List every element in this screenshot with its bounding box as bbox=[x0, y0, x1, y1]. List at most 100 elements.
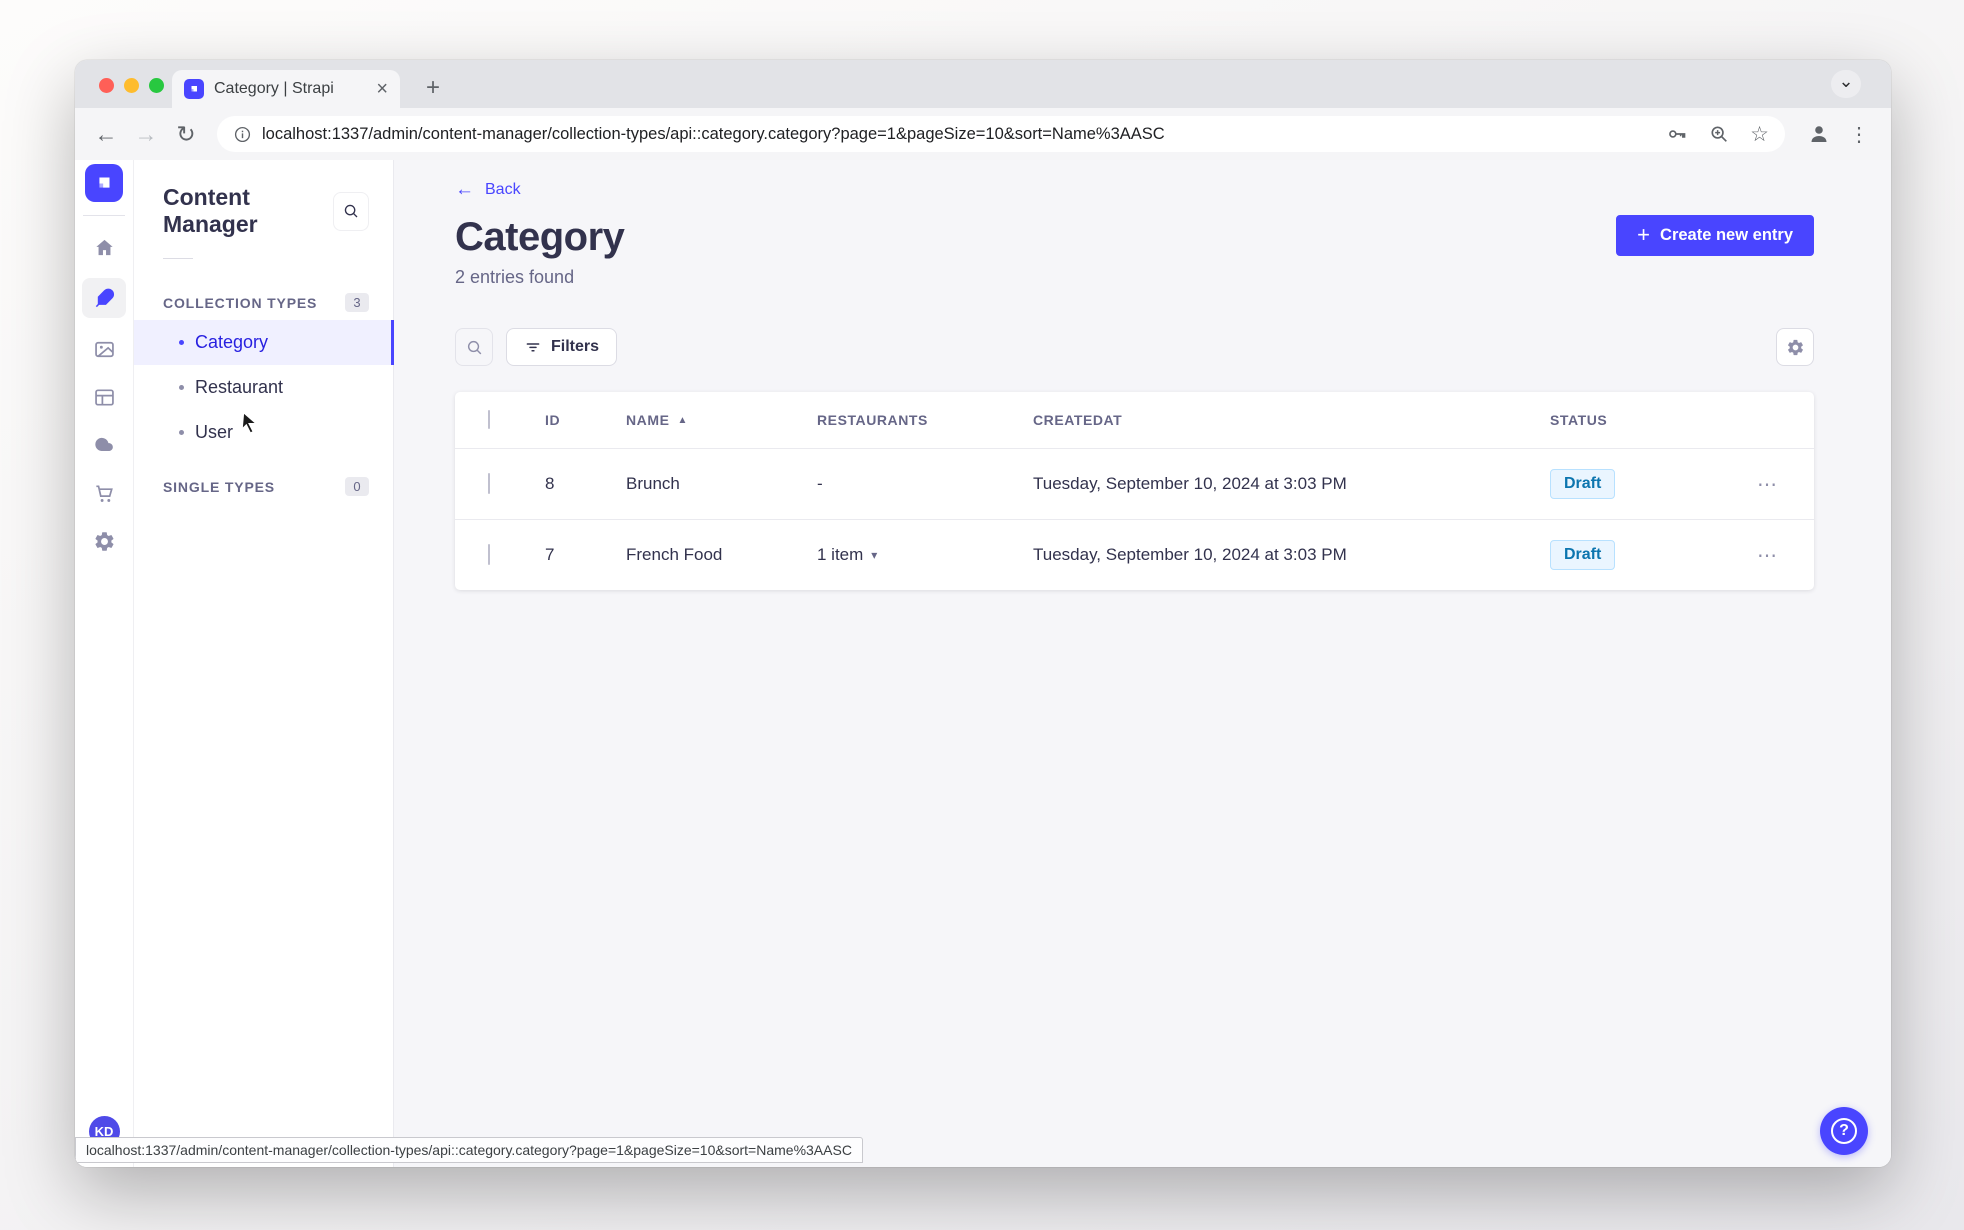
bookmark-star-icon[interactable]: ☆ bbox=[1750, 122, 1769, 146]
column-header-name[interactable]: NAME ▲ bbox=[626, 412, 688, 428]
password-key-icon[interactable] bbox=[1666, 123, 1688, 145]
nav-home-icon[interactable] bbox=[82, 230, 126, 264]
status-badge: Draft bbox=[1550, 469, 1616, 499]
tab-strip: Category | Strapi × + ⌄ bbox=[75, 60, 1891, 108]
section-collection-types: COLLECTION TYPES 3 bbox=[134, 285, 393, 320]
minimize-window-button[interactable] bbox=[124, 78, 139, 93]
cell-id: 7 bbox=[545, 545, 555, 564]
profile-avatar-icon[interactable] bbox=[1807, 122, 1831, 146]
section-count-badge: 3 bbox=[345, 293, 369, 312]
browser-tab[interactable]: Category | Strapi × bbox=[172, 70, 400, 108]
plus-icon: + bbox=[1637, 221, 1651, 247]
status-badge: Draft bbox=[1550, 540, 1616, 570]
cell-createdat: Tuesday, September 10, 2024 at 3:03 PM bbox=[1033, 474, 1347, 493]
browser-menu-icon[interactable]: ⋮ bbox=[1849, 123, 1869, 146]
row-actions-icon[interactable]: ⋯ bbox=[1757, 544, 1779, 567]
sidebar-item-restaurant[interactable]: Restaurant bbox=[134, 365, 393, 410]
column-header-id[interactable]: ID bbox=[545, 412, 561, 428]
site-info-icon[interactable] bbox=[233, 125, 252, 144]
entries-count: 2 entries found bbox=[455, 267, 575, 287]
traffic-lights bbox=[99, 78, 164, 93]
browser-back-button[interactable]: ← bbox=[94, 120, 118, 147]
sidebar-item-category[interactable]: Category bbox=[134, 320, 394, 365]
arrow-left-icon: ← bbox=[455, 179, 474, 200]
sidebar-item-label: Restaurant bbox=[195, 377, 284, 397]
subnav-divider bbox=[163, 258, 193, 259]
browser-window: Category | Strapi × + ⌄ ← → ↻ localhost:… bbox=[75, 60, 1891, 1167]
bullet-icon bbox=[179, 385, 184, 390]
strapi-logo-icon[interactable] bbox=[85, 164, 123, 202]
section-label: COLLECTION TYPES bbox=[163, 294, 318, 311]
cell-name: French Food bbox=[626, 545, 723, 564]
section-single-types: SINGLE TYPES 0 bbox=[134, 469, 393, 504]
close-window-button[interactable] bbox=[99, 78, 114, 93]
gear-icon bbox=[1787, 339, 1803, 355]
tab-search-chevron-icon[interactable]: ⌄ bbox=[1831, 70, 1861, 98]
filter-icon bbox=[526, 343, 540, 352]
tab-title: Category | Strapi bbox=[214, 80, 334, 97]
back-label: Back bbox=[485, 180, 521, 198]
bullet-icon bbox=[179, 340, 184, 345]
create-button-label: Create new entry bbox=[1660, 226, 1793, 244]
chevron-down-icon: ▾ bbox=[871, 548, 878, 562]
column-header-status[interactable]: STATUS bbox=[1550, 412, 1608, 428]
nav-content-manager-icon[interactable] bbox=[82, 278, 126, 318]
select-all-checkbox[interactable] bbox=[488, 410, 490, 429]
filter-row: Filters bbox=[455, 328, 1814, 366]
help-button[interactable]: ? bbox=[1820, 1107, 1868, 1155]
create-new-entry-button[interactable]: + Create new entry bbox=[1616, 215, 1814, 256]
question-icon: ? bbox=[1831, 1118, 1857, 1144]
sidebar-item-label: Category bbox=[195, 332, 269, 352]
table-settings-button[interactable] bbox=[1776, 328, 1814, 366]
cell-restaurants: - bbox=[817, 474, 823, 493]
filters-button[interactable]: Filters bbox=[506, 328, 618, 366]
back-link[interactable]: ← Back bbox=[455, 180, 521, 199]
subnav-search-button[interactable] bbox=[333, 191, 369, 231]
zoom-page-icon[interactable] bbox=[1708, 123, 1730, 145]
nav-settings-gear-icon[interactable] bbox=[82, 524, 126, 558]
filters-label: Filters bbox=[551, 338, 600, 355]
restaurants-dropdown[interactable]: 1 item ▾ bbox=[817, 545, 1033, 565]
column-header-createdat[interactable]: CREATEDAT bbox=[1033, 412, 1123, 428]
nav-marketplace-icon[interactable] bbox=[82, 476, 126, 510]
close-tab-icon[interactable]: × bbox=[376, 78, 388, 100]
nav-deploy-cloud-icon[interactable] bbox=[82, 428, 126, 462]
fullscreen-window-button[interactable] bbox=[149, 78, 164, 93]
page-title: Category bbox=[455, 215, 625, 259]
url-bar[interactable]: localhost:1337/admin/content-manager/col… bbox=[217, 116, 1785, 152]
url-text[interactable]: localhost:1337/admin/content-manager/col… bbox=[262, 124, 1165, 143]
cell-name: Brunch bbox=[626, 474, 680, 493]
main-content: ← Back Category + Create new entry 2 ent… bbox=[394, 160, 1891, 1167]
row-checkbox[interactable] bbox=[488, 473, 490, 494]
rail-divider bbox=[83, 215, 125, 216]
strapi-admin-page: KD Content Manager COLLECTION TYPES 3 Ca… bbox=[75, 160, 1891, 1167]
table-search-button[interactable] bbox=[455, 328, 493, 366]
column-header-restaurants[interactable]: RESTAURANTS bbox=[817, 412, 928, 428]
strapi-favicon-icon bbox=[184, 79, 204, 99]
sidebar-item-label: User bbox=[195, 422, 234, 442]
nav-content-type-builder-icon[interactable] bbox=[82, 380, 126, 414]
new-tab-button[interactable]: + bbox=[425, 74, 440, 101]
table-row[interactable]: 7 French Food 1 item ▾ Tuesday, Septembe… bbox=[455, 519, 1814, 590]
browser-toolbar: ← → ↻ localhost:1337/admin/content-manag… bbox=[75, 108, 1891, 160]
table-header-row: ID NAME ▲ RESTAURANTS CREATEDAT STATUS bbox=[455, 392, 1814, 448]
row-checkbox[interactable] bbox=[488, 544, 490, 565]
status-bar-link-preview: localhost:1337/admin/content-manager/col… bbox=[75, 1137, 863, 1163]
sort-ascending-icon: ▲ bbox=[677, 414, 688, 426]
toolbar-right: ⋮ bbox=[1801, 122, 1875, 147]
cell-createdat: Tuesday, September 10, 2024 at 3:03 PM bbox=[1033, 545, 1347, 564]
browser-reload-button[interactable]: ↻ bbox=[176, 120, 196, 147]
row-actions-icon[interactable]: ⋯ bbox=[1757, 473, 1779, 496]
entries-table: ID NAME ▲ RESTAURANTS CREATEDAT STATUS 8… bbox=[455, 392, 1814, 590]
nav-rail: KD bbox=[75, 160, 134, 1167]
table-row[interactable]: 8 Brunch - Tuesday, September 10, 2024 a… bbox=[455, 448, 1814, 519]
search-icon bbox=[467, 340, 481, 354]
sidebar-item-user[interactable]: User bbox=[134, 410, 393, 455]
content-manager-subnav: Content Manager COLLECTION TYPES 3 Categ… bbox=[134, 160, 394, 1167]
browser-forward-button[interactable]: → bbox=[134, 120, 158, 147]
bullet-icon bbox=[179, 430, 184, 435]
cell-restaurants: 1 item bbox=[817, 545, 864, 564]
nav-media-library-icon[interactable] bbox=[82, 332, 126, 366]
cell-id: 8 bbox=[545, 474, 555, 493]
